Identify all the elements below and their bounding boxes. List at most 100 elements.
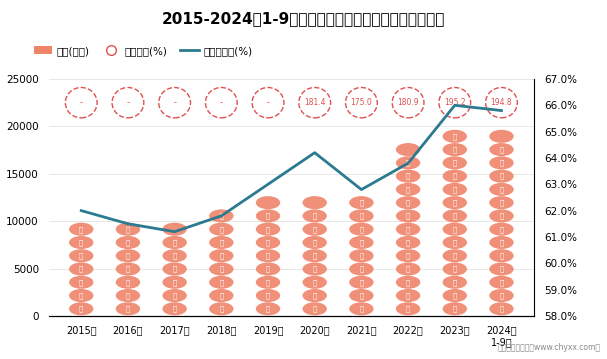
- Text: 负: 负: [79, 266, 83, 272]
- Ellipse shape: [489, 209, 514, 223]
- Ellipse shape: [256, 302, 280, 315]
- Ellipse shape: [443, 302, 467, 315]
- Ellipse shape: [443, 183, 467, 196]
- Text: 负: 负: [359, 199, 364, 206]
- Text: 负: 负: [406, 279, 410, 285]
- Ellipse shape: [443, 209, 467, 223]
- Text: 负: 负: [79, 239, 83, 246]
- Ellipse shape: [396, 196, 420, 209]
- Text: 2015-2024年1-9月广西壮族自治区工业企业负债统计图: 2015-2024年1-9月广西壮族自治区工业企业负债统计图: [162, 11, 445, 26]
- Ellipse shape: [163, 236, 187, 249]
- Text: 负: 负: [406, 173, 410, 180]
- Text: 负: 负: [266, 226, 270, 233]
- Ellipse shape: [302, 236, 327, 249]
- Ellipse shape: [443, 262, 467, 276]
- Text: 负: 负: [406, 252, 410, 259]
- Ellipse shape: [443, 169, 467, 183]
- Text: 负: 负: [219, 213, 223, 219]
- Ellipse shape: [116, 249, 140, 262]
- Text: 负: 负: [359, 306, 364, 312]
- Ellipse shape: [489, 183, 514, 196]
- Ellipse shape: [66, 88, 97, 118]
- Ellipse shape: [69, 249, 93, 262]
- Text: 负: 负: [359, 239, 364, 246]
- Ellipse shape: [349, 236, 373, 249]
- Text: 175.0: 175.0: [350, 98, 372, 107]
- Text: 负: 负: [453, 239, 457, 246]
- Text: 负: 负: [313, 279, 317, 285]
- Text: 负: 负: [126, 306, 130, 312]
- Text: 负: 负: [359, 266, 364, 272]
- Text: 负: 负: [219, 266, 223, 272]
- Text: 负: 负: [266, 292, 270, 299]
- Text: 负: 负: [172, 292, 177, 299]
- Ellipse shape: [349, 209, 373, 223]
- Text: 负: 负: [266, 279, 270, 285]
- Text: -: -: [126, 98, 129, 107]
- Text: 制图：智研咨询（www.chyxx.com）: 制图：智研咨询（www.chyxx.com）: [498, 343, 601, 352]
- Text: -: -: [173, 98, 176, 107]
- Ellipse shape: [349, 262, 373, 276]
- Text: 负: 负: [172, 239, 177, 246]
- Text: 负: 负: [500, 279, 504, 285]
- Ellipse shape: [489, 223, 514, 236]
- Text: 负: 负: [313, 226, 317, 233]
- Text: 负: 负: [453, 252, 457, 259]
- Text: 负: 负: [406, 213, 410, 219]
- Ellipse shape: [256, 262, 280, 276]
- Ellipse shape: [396, 276, 420, 289]
- Text: 负: 负: [172, 279, 177, 285]
- Ellipse shape: [252, 88, 284, 118]
- Ellipse shape: [443, 156, 467, 169]
- Ellipse shape: [163, 223, 187, 236]
- Ellipse shape: [302, 223, 327, 236]
- Ellipse shape: [209, 249, 234, 262]
- Ellipse shape: [489, 302, 514, 315]
- Ellipse shape: [209, 289, 234, 302]
- Legend: 负债(亿元), 产权比率(%), 资产负债率(%): 负债(亿元), 产权比率(%), 资产负债率(%): [30, 42, 257, 60]
- Ellipse shape: [163, 276, 187, 289]
- Ellipse shape: [163, 289, 187, 302]
- Ellipse shape: [489, 169, 514, 183]
- Ellipse shape: [69, 302, 93, 315]
- Ellipse shape: [205, 88, 237, 118]
- Ellipse shape: [489, 262, 514, 276]
- Ellipse shape: [443, 130, 467, 143]
- Ellipse shape: [443, 196, 467, 209]
- Text: 181.4: 181.4: [304, 98, 325, 107]
- Ellipse shape: [69, 289, 93, 302]
- Ellipse shape: [116, 262, 140, 276]
- Ellipse shape: [256, 209, 280, 223]
- Text: 负: 负: [79, 252, 83, 259]
- Text: 负: 负: [172, 306, 177, 312]
- Text: 194.8: 194.8: [490, 98, 512, 107]
- Text: 负: 负: [219, 226, 223, 233]
- Text: 负: 负: [172, 266, 177, 272]
- Text: 负: 负: [313, 306, 317, 312]
- Text: -: -: [220, 98, 223, 107]
- Text: 负: 负: [406, 266, 410, 272]
- Ellipse shape: [302, 249, 327, 262]
- Ellipse shape: [256, 236, 280, 249]
- Text: 负: 负: [313, 252, 317, 259]
- Ellipse shape: [489, 156, 514, 169]
- Ellipse shape: [443, 223, 467, 236]
- Text: 负: 负: [453, 133, 457, 140]
- Text: 负: 负: [79, 279, 83, 285]
- Ellipse shape: [349, 302, 373, 315]
- Ellipse shape: [209, 223, 234, 236]
- Text: 负: 负: [500, 199, 504, 206]
- Ellipse shape: [489, 249, 514, 262]
- Text: 负: 负: [453, 292, 457, 299]
- Text: 负: 负: [500, 226, 504, 233]
- Text: 负: 负: [500, 266, 504, 272]
- Text: 负: 负: [172, 252, 177, 259]
- Ellipse shape: [489, 236, 514, 249]
- Text: 负: 负: [266, 252, 270, 259]
- Text: 负: 负: [406, 199, 410, 206]
- Ellipse shape: [443, 236, 467, 249]
- Text: 负: 负: [219, 239, 223, 246]
- Text: 负: 负: [79, 292, 83, 299]
- Ellipse shape: [486, 88, 517, 118]
- Ellipse shape: [299, 88, 331, 118]
